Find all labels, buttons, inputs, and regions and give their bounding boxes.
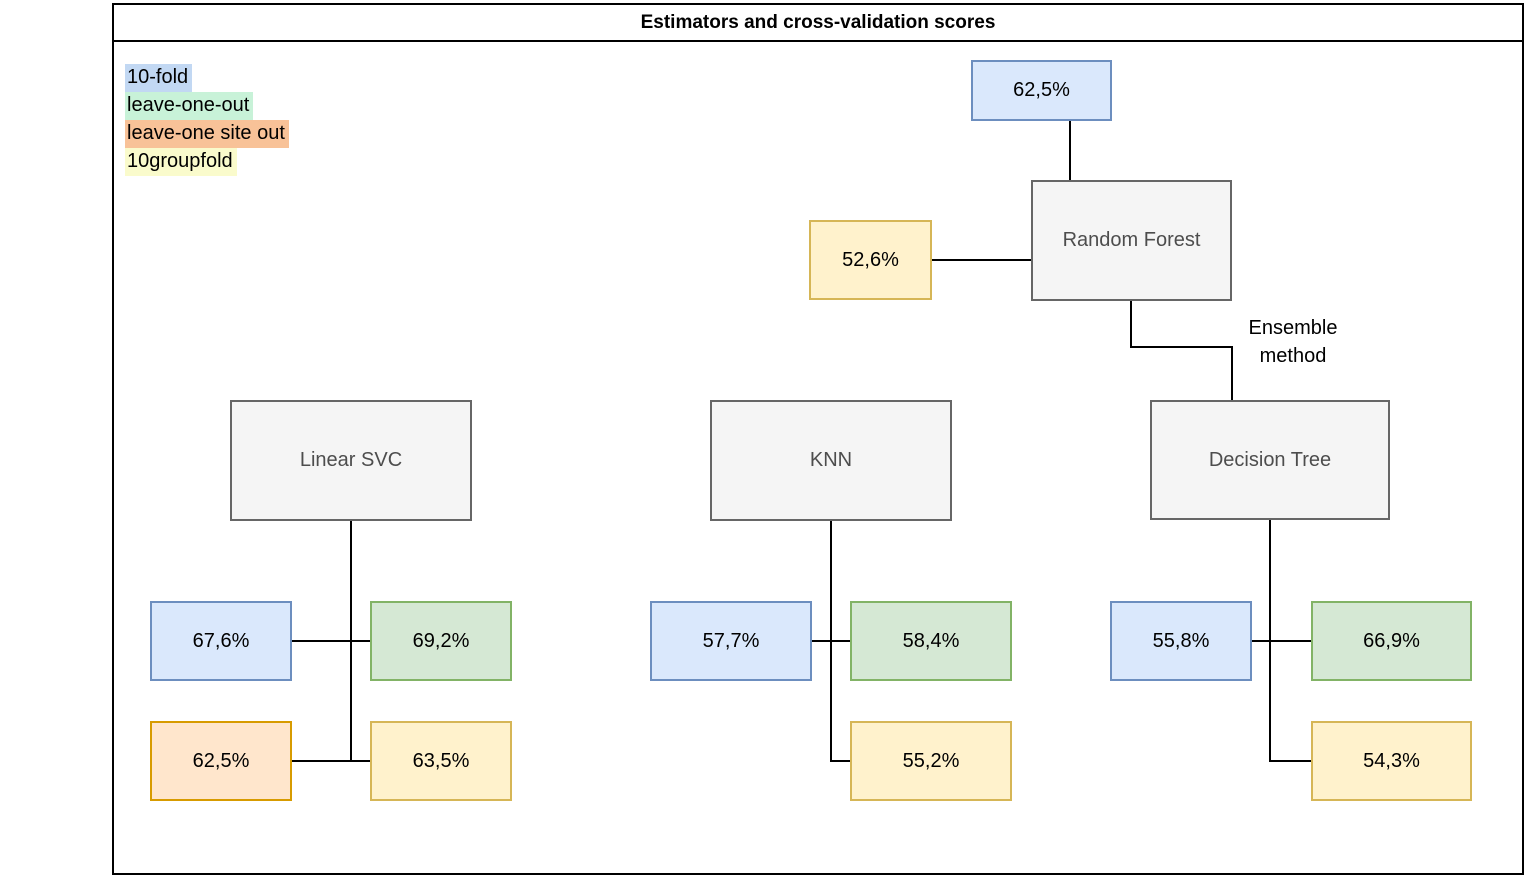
- legend: 10-fold leave-one-out leave-one site out…: [125, 64, 289, 176]
- page-title: Estimators and cross-validation scores: [640, 11, 996, 33]
- score-decision-tree-tengroupfold: 54,3%: [1311, 721, 1472, 801]
- score-decision-tree-leave-one-out: 66,9%: [1311, 601, 1472, 681]
- node-random-forest: Random Forest: [1031, 180, 1232, 301]
- legend-item-leave-one-out: leave-one-out: [125, 92, 289, 120]
- score-random-forest-tengroupfold: 52,6%: [809, 220, 932, 300]
- legend-label-10groupfold: 10groupfold: [125, 148, 237, 176]
- legend-item-10groupfold: 10groupfold: [125, 148, 289, 176]
- node-knn: KNN: [710, 400, 952, 521]
- score-random-forest-tenfold: 62,5%: [971, 60, 1112, 121]
- legend-label-10-fold: 10-fold: [125, 64, 193, 92]
- score-linear-svc-leave-one-site-out: 62,5%: [150, 721, 292, 801]
- ensemble-method-label: Ensemble method: [1248, 317, 1338, 367]
- score-linear-svc-leave-one-out: 69,2%: [370, 601, 512, 681]
- node-decision-tree: Decision Tree: [1150, 400, 1390, 520]
- node-linear-svc: Linear SVC: [230, 400, 472, 521]
- score-decision-tree-tenfold: 55,8%: [1110, 601, 1252, 681]
- legend-item-leave-one-site-out: leave-one site out: [125, 120, 289, 148]
- score-linear-svc-tenfold: 67,6%: [150, 601, 292, 681]
- score-knn-leave-one-out: 58,4%: [850, 601, 1012, 681]
- score-knn-tenfold: 57,7%: [650, 601, 812, 681]
- legend-item-10-fold: 10-fold: [125, 64, 289, 92]
- score-knn-tengroupfold: 55,2%: [850, 721, 1012, 801]
- legend-label-leave-one-site-out: leave-one site out: [125, 120, 289, 148]
- legend-label-leave-one-out: leave-one-out: [125, 92, 254, 120]
- title-bar: Estimators and cross-validation scores: [112, 3, 1524, 42]
- score-linear-svc-tengroupfold: 63,5%: [370, 721, 512, 801]
